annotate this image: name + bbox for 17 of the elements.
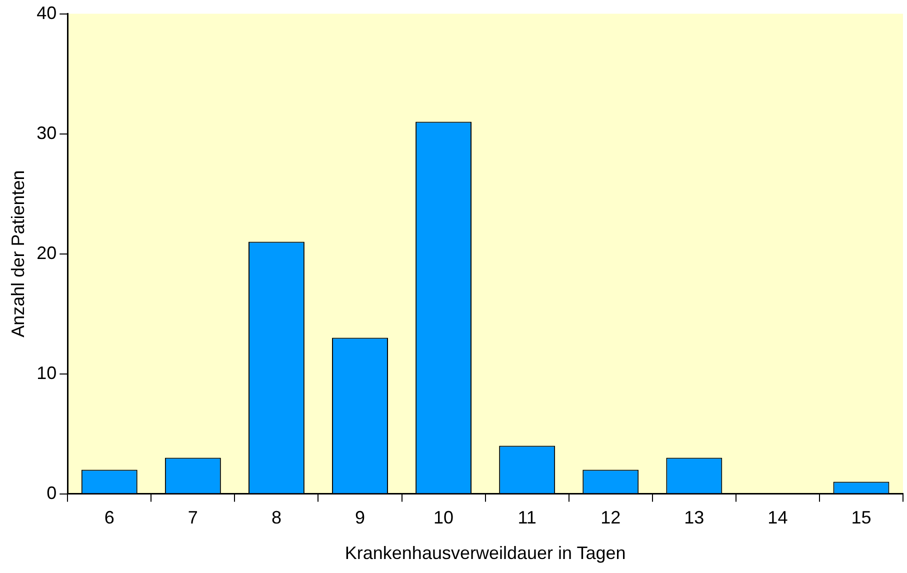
x-tick-label: 12	[600, 508, 621, 528]
y-tick-label: 0	[46, 482, 57, 503]
x-tick-label: 15	[851, 508, 872, 528]
x-tick-label: 7	[188, 508, 198, 528]
y-tick-label: 20	[36, 242, 57, 263]
x-tick-label: 8	[271, 508, 282, 528]
x-tick-label: 13	[684, 508, 704, 528]
y-tick-label: 30	[36, 122, 57, 143]
x-tick-label: 11	[518, 508, 536, 528]
y-axis-title: Anzahl der Patienten	[8, 170, 28, 338]
x-tick-label: 6	[104, 508, 114, 528]
x-tick-label: 10	[434, 508, 454, 528]
y-tick-label: 40	[36, 2, 57, 23]
x-axis-title: Krankenhausverweildauer in Tagen	[344, 543, 626, 564]
x-tick-label: 14	[768, 508, 788, 528]
x-tick-label: 9	[354, 508, 366, 528]
y-tick-label: 10	[36, 362, 57, 383]
